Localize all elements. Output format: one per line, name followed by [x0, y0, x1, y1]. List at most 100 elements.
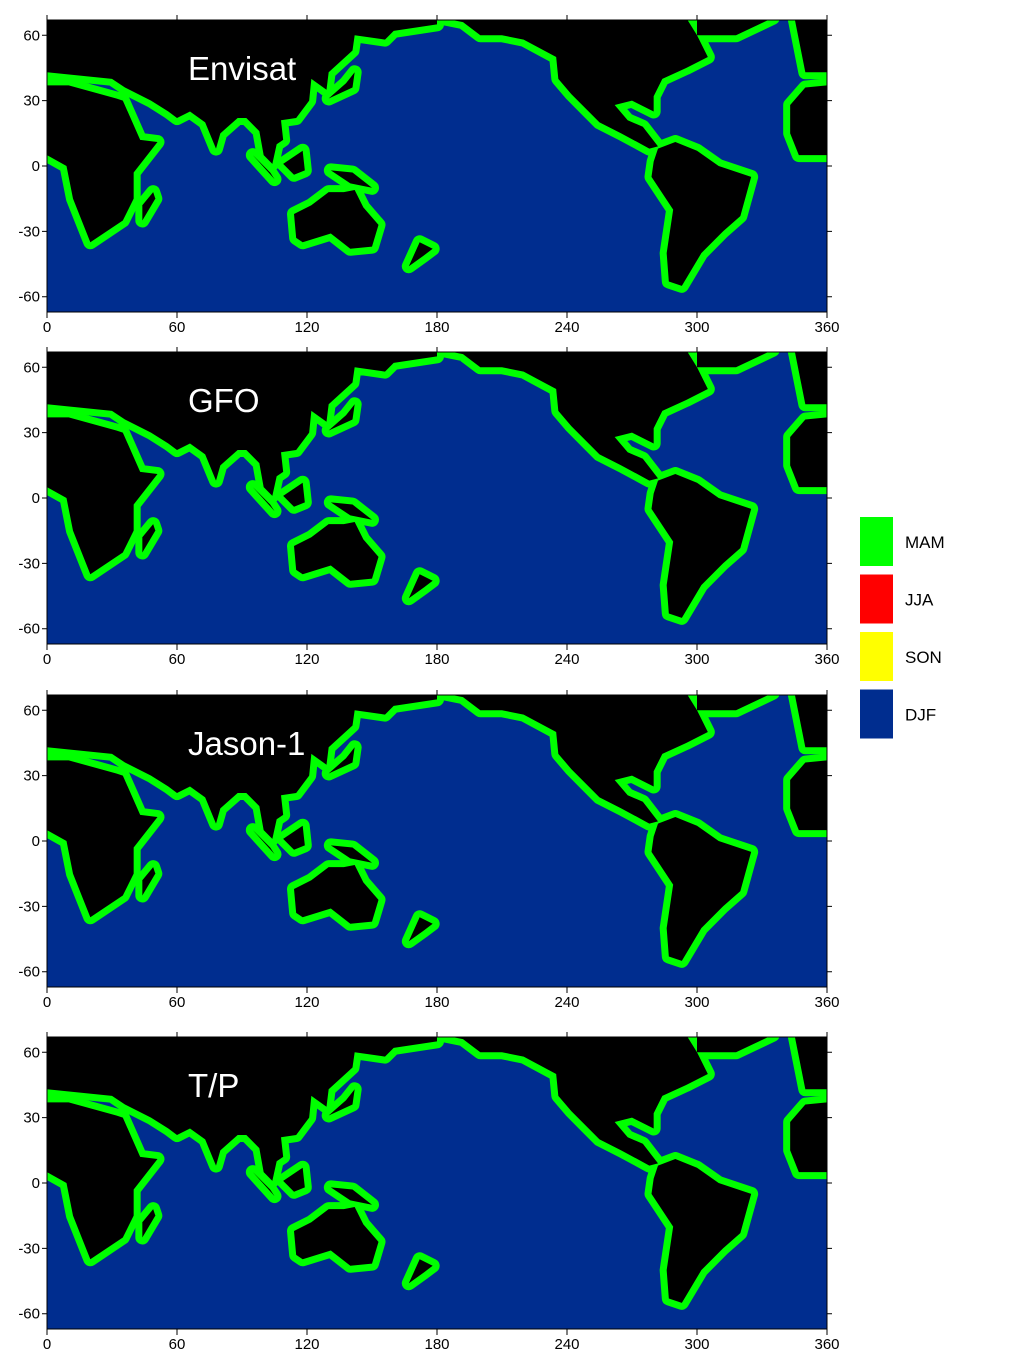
land [330, 845, 372, 863]
x-tick-label: 120 [294, 994, 319, 1011]
land [697, 352, 769, 368]
land [452, 695, 708, 824]
land [283, 150, 305, 175]
land [142, 1209, 156, 1238]
x-tick-label: 360 [814, 319, 839, 336]
land [328, 72, 355, 99]
map-panel [47, 20, 827, 312]
land [283, 482, 305, 507]
land [328, 1089, 355, 1116]
legend-label: MAM [905, 533, 945, 552]
y-tick-label: 30 [23, 768, 40, 785]
land [790, 1102, 827, 1173]
land [790, 417, 827, 488]
y-tick-label: -60 [18, 1306, 40, 1323]
land [408, 917, 433, 942]
y-tick-label: -30 [18, 1240, 40, 1257]
land [794, 695, 827, 748]
y-tick-label: 0 [32, 833, 40, 850]
y-tick-label: -60 [18, 621, 40, 638]
land [651, 817, 752, 961]
land [794, 1037, 827, 1090]
panel-title: Jason-1 [188, 725, 305, 762]
x-tick-label: 360 [814, 651, 839, 668]
panel-title: T/P [188, 1067, 239, 1104]
legend-swatch [860, 632, 893, 681]
land [697, 20, 769, 36]
land [47, 1102, 158, 1260]
x-tick-label: 60 [169, 1336, 186, 1353]
land [252, 1172, 275, 1197]
legend-swatch [860, 689, 893, 739]
x-tick-label: 300 [684, 651, 709, 668]
x-tick-label: 0 [43, 1336, 51, 1353]
legend-swatch [860, 517, 893, 566]
land [408, 574, 433, 599]
land [142, 867, 156, 896]
land [47, 760, 158, 918]
x-tick-label: 240 [554, 994, 579, 1011]
land [294, 864, 379, 924]
land [790, 760, 827, 831]
land [47, 352, 437, 496]
y-tick-label: 60 [23, 702, 40, 719]
land [47, 20, 437, 164]
legend-label: DJF [905, 706, 936, 725]
land [252, 830, 275, 855]
land [328, 404, 355, 431]
land [651, 474, 752, 618]
land [47, 1037, 437, 1181]
x-tick-label: 180 [424, 651, 449, 668]
x-tick-label: 360 [814, 994, 839, 1011]
land [330, 170, 372, 188]
y-tick-label: 60 [23, 27, 40, 44]
map-panel [47, 695, 827, 987]
map-panel [47, 1037, 827, 1329]
legend-swatch [860, 574, 893, 624]
land [408, 242, 433, 267]
land [794, 20, 827, 73]
x-tick-label: 240 [554, 1336, 579, 1353]
land [142, 192, 156, 221]
x-tick-label: 0 [43, 651, 51, 668]
y-tick-label: 0 [32, 1175, 40, 1192]
land [294, 521, 379, 581]
land [697, 1037, 769, 1053]
land [294, 1206, 379, 1266]
y-tick-label: -30 [18, 223, 40, 240]
y-tick-label: 30 [23, 1110, 40, 1127]
land [408, 1259, 433, 1284]
panel-title: Envisat [188, 50, 296, 87]
land [252, 155, 275, 180]
y-tick-label: -60 [18, 289, 40, 306]
y-tick-label: 60 [23, 359, 40, 376]
land [330, 1187, 372, 1205]
land [452, 352, 708, 481]
land [47, 695, 437, 839]
x-tick-label: 60 [169, 319, 186, 336]
land [328, 747, 355, 774]
y-tick-label: 0 [32, 490, 40, 507]
land [283, 1167, 305, 1192]
x-tick-label: 180 [424, 1336, 449, 1353]
x-tick-label: 300 [684, 319, 709, 336]
land [651, 142, 752, 286]
x-tick-label: 0 [43, 994, 51, 1011]
legend-label: JJA [905, 591, 934, 610]
land [651, 1159, 752, 1303]
land [294, 189, 379, 249]
land [330, 502, 372, 520]
legend-label: SON [905, 648, 942, 667]
x-tick-label: 60 [169, 994, 186, 1011]
x-tick-label: 300 [684, 994, 709, 1011]
x-tick-label: 240 [554, 319, 579, 336]
land [47, 85, 158, 243]
x-tick-label: 240 [554, 651, 579, 668]
land [697, 695, 769, 711]
x-tick-label: 120 [294, 319, 319, 336]
x-tick-label: 180 [424, 994, 449, 1011]
x-tick-label: 360 [814, 1336, 839, 1353]
land [142, 524, 156, 553]
land [252, 487, 275, 512]
